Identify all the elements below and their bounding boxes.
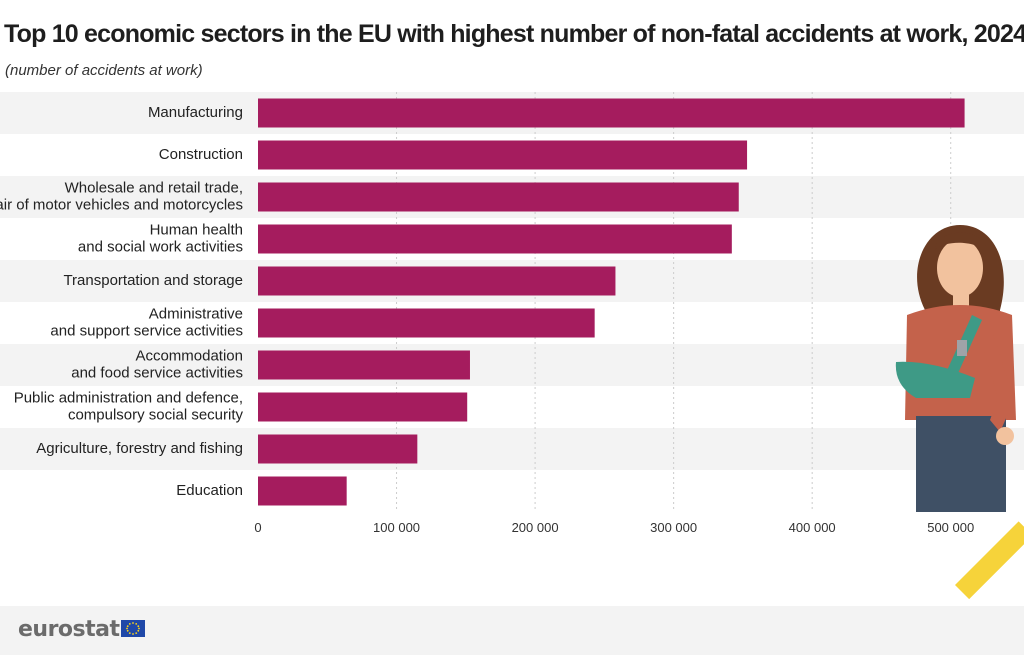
x-tick-label: 200 000 [512, 520, 559, 535]
eu-flag-stars-icon [126, 622, 140, 635]
row-band [0, 428, 1024, 470]
category-label: Education [176, 482, 243, 499]
bar [258, 266, 616, 296]
category-label: Accommodation [135, 347, 243, 364]
illustration-trousers [916, 416, 1006, 512]
illustration-hand [996, 427, 1014, 445]
category-labels: Manufacturing Construction Wholesale and r… [0, 104, 243, 499]
category-label: Agriculture, forestry and fishing [36, 440, 243, 457]
x-tick-label: 0 [254, 520, 261, 535]
x-tick-label: 400 000 [789, 520, 836, 535]
illustration-hair-front [935, 232, 987, 252]
category-label: Construction [159, 146, 243, 163]
injured-worker-illustration [895, 225, 1016, 512]
bar [258, 182, 739, 212]
row-band [0, 344, 1024, 386]
bars [258, 98, 965, 506]
category-label: Wholesale and retail trade, [65, 179, 243, 196]
x-tick-label: 100 000 [373, 520, 420, 535]
eurostat-logo: eurostat [18, 617, 120, 642]
chart-subtitle: (number of accidents at work) [5, 62, 203, 79]
category-label: and food service activities [71, 364, 243, 381]
bar [258, 392, 468, 422]
bar [258, 224, 732, 254]
bar [258, 308, 595, 338]
category-label: Manufacturing [148, 104, 243, 121]
category-label: Transportation and storage [63, 272, 243, 289]
illustration-face [937, 239, 983, 297]
bar [258, 476, 347, 506]
x-axis-ticks: 0 100 000 200 000 300 000 400 000 500 000 [254, 520, 974, 535]
category-label: and support service activities [50, 322, 243, 339]
illustration-arm [984, 330, 1014, 432]
x-tick-label: 500 000 [927, 520, 974, 535]
category-label: Public administration and defence, [14, 389, 243, 406]
category-label: Administrative [149, 305, 243, 322]
illustration-sling [895, 361, 975, 398]
category-label: compulsory social security [68, 406, 244, 423]
bar [258, 140, 748, 170]
x-tick-label: 300 000 [650, 520, 697, 535]
category-label: and social work activities [78, 238, 243, 255]
bar [258, 350, 470, 380]
chart-title: Top 10 economic sectors in the EU with h… [4, 20, 1024, 48]
category-label: Human health [150, 221, 243, 238]
category-label: repair of motor vehicles and motorcycles [0, 196, 243, 213]
bar [258, 98, 965, 128]
eu-flag-icon [121, 620, 145, 637]
footer: eurostat [0, 606, 1024, 655]
illustration-buckle [957, 340, 967, 356]
bar [258, 434, 418, 464]
bar-chart: Manufacturing Construction Wholesale and r… [0, 92, 1024, 535]
